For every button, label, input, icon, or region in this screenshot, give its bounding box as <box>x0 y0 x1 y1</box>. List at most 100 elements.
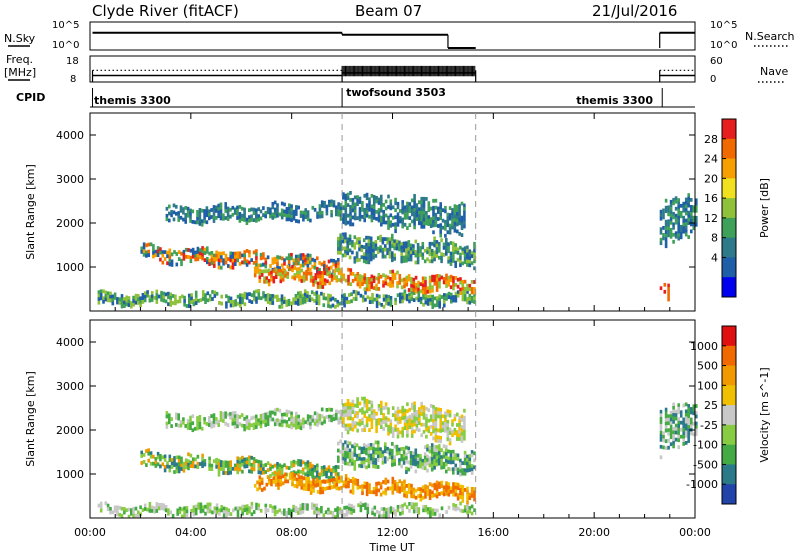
heatmap-cell <box>420 196 423 201</box>
heatmap-cell <box>426 286 430 291</box>
heatmap-cell <box>263 279 266 284</box>
heatmap-cell <box>189 212 192 216</box>
heatmap-cell <box>672 211 675 216</box>
heatmap-cell <box>283 508 286 513</box>
heatmap-cell <box>208 456 211 461</box>
heatmap-cell <box>677 434 680 439</box>
heatmap-cell <box>352 505 356 510</box>
heatmap-cell <box>377 197 381 202</box>
heatmap-cell <box>418 417 421 422</box>
heatmap-cell <box>252 464 256 468</box>
heatmap-cell <box>422 508 425 513</box>
heatmap-cell <box>473 508 476 513</box>
heatmap-cell <box>664 209 668 214</box>
heatmap-cell <box>426 510 430 515</box>
heatmap-cell <box>451 419 454 424</box>
heatmap-cell <box>257 459 261 464</box>
heatmap-cell <box>434 424 438 429</box>
heatmap-cell <box>285 423 289 428</box>
heatmap-cell <box>316 483 320 487</box>
heatmap-cell <box>356 411 359 415</box>
heatmap-cell <box>259 216 263 221</box>
heatmap-cell <box>222 258 225 263</box>
heatmap-cell <box>454 276 458 280</box>
heatmap-cell <box>433 486 437 491</box>
heatmap-cell <box>452 286 455 291</box>
heatmap-cell <box>368 214 371 219</box>
heatmap-cell <box>380 303 383 307</box>
heatmap-cell <box>208 502 212 507</box>
heatmap-cell <box>408 418 412 423</box>
heatmap-cell <box>416 460 420 465</box>
heatmap-cell <box>356 482 360 487</box>
heatmap-cell <box>463 505 467 509</box>
heatmap-cell <box>375 485 378 490</box>
heatmap-cell <box>165 213 169 218</box>
colorbar-swatch <box>722 237 736 258</box>
heatmap-cell <box>452 503 455 507</box>
heatmap-cell <box>454 283 458 287</box>
heatmap-cell <box>370 215 374 219</box>
heatmap-cell <box>414 282 418 287</box>
nave-tick-high: 60 <box>710 56 723 67</box>
heatmap-cell <box>113 505 117 510</box>
heatmap-cell <box>290 411 293 416</box>
heatmap-cell <box>437 210 440 214</box>
heatmap-cell <box>337 240 340 245</box>
heatmap-cell <box>227 295 230 300</box>
heatmap-cell <box>667 445 670 450</box>
heatmap-cell <box>341 253 345 258</box>
heatmap-cell <box>273 463 277 468</box>
heatmap-cell <box>463 436 466 441</box>
heatmap-cell <box>410 402 414 407</box>
heatmap-cell <box>217 472 221 477</box>
heatmap-cell <box>146 293 149 298</box>
heatmap-cell <box>679 228 683 233</box>
heatmap-cell <box>447 256 450 261</box>
heatmap-cell <box>391 258 394 263</box>
heatmap-cell <box>344 481 348 485</box>
heatmap-cell <box>307 476 311 481</box>
heatmap-cell <box>208 509 212 514</box>
heatmap-cell <box>425 197 428 201</box>
heatmap-cell <box>405 470 408 474</box>
heatmap-cell <box>256 266 259 271</box>
heatmap-cell <box>395 246 399 251</box>
heatmap-cell <box>346 416 350 421</box>
heatmap-cell <box>669 417 673 422</box>
heatmap-cell <box>422 504 425 509</box>
heatmap-cell <box>461 286 465 291</box>
heatmap-cell <box>181 514 184 519</box>
heatmap-cell <box>410 277 413 281</box>
heatmap-cell <box>426 444 429 448</box>
heatmap-cell <box>306 463 310 468</box>
heatmap-cell <box>463 246 467 251</box>
heatmap-cell <box>295 270 299 275</box>
heatmap-cell <box>292 258 296 263</box>
heatmap-cell <box>222 213 225 218</box>
heatmap-cell <box>445 491 448 496</box>
heatmap-cell <box>323 416 326 421</box>
heatmap-cell <box>229 251 232 256</box>
heatmap-cell <box>295 219 298 223</box>
heatmap-cell <box>365 448 368 452</box>
heatmap-cell <box>276 469 279 473</box>
heatmap-cell <box>391 244 394 249</box>
heatmap-cell <box>257 463 261 468</box>
heatmap-cell <box>459 280 462 285</box>
heatmap-cell <box>297 254 300 259</box>
heatmap-cell <box>300 482 304 487</box>
heatmap-cell <box>298 267 301 271</box>
heatmap-cell <box>672 406 675 410</box>
heatmap-cell <box>337 202 340 207</box>
heatmap-cell <box>184 216 187 221</box>
heatmap-cell <box>438 297 441 302</box>
heatmap-cell <box>248 455 251 460</box>
heatmap-cell <box>659 230 663 235</box>
heatmap-cell <box>159 247 162 251</box>
heatmap-cell <box>380 425 383 429</box>
heatmap-cell <box>446 219 450 224</box>
heatmap-cell <box>389 429 393 434</box>
heatmap-cell <box>428 259 432 264</box>
heatmap-cell <box>225 301 228 306</box>
